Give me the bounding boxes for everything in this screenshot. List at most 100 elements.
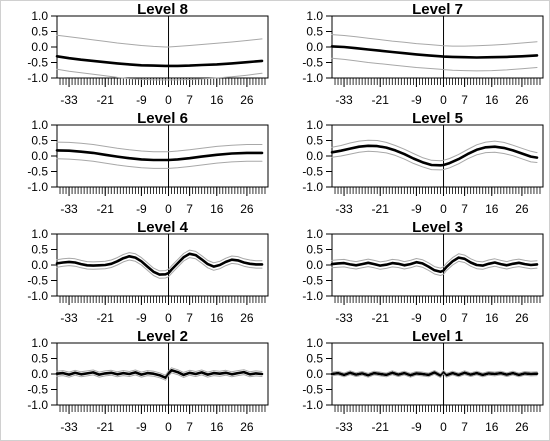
x-tick-label: 26 xyxy=(240,202,254,216)
panel-title: Level 5 xyxy=(412,110,463,127)
x-tick-label: -33 xyxy=(60,93,78,107)
y-tick-label: -0.5 xyxy=(302,165,323,179)
x-tick-label: -9 xyxy=(411,202,422,216)
y-tick-label: -1.0 xyxy=(27,180,48,194)
y-tick-label: -0.5 xyxy=(302,383,323,397)
x-tick-label: -33 xyxy=(60,311,78,325)
x-tick-label: 0 xyxy=(165,202,172,216)
lower-band-line xyxy=(331,373,538,378)
x-tick-label: -21 xyxy=(372,311,390,325)
y-tick-label: 1.0 xyxy=(31,227,48,241)
lower-band-line xyxy=(56,68,263,81)
y-tick-label: 0.5 xyxy=(306,134,323,148)
y-tick-label: 0.0 xyxy=(31,149,48,163)
x-tick-label: -21 xyxy=(97,311,115,325)
upper-band-line xyxy=(56,34,263,48)
y-tick-label: -1.0 xyxy=(27,289,48,303)
y-tick-label: 0.5 xyxy=(306,243,323,257)
upper-band-line xyxy=(56,367,263,376)
estimate-line xyxy=(330,144,539,167)
x-tick-label: -33 xyxy=(335,202,353,216)
y-tick-label: 0.5 xyxy=(31,134,48,148)
x-tick-label: 16 xyxy=(210,420,224,434)
y-tick-label: 0.0 xyxy=(306,149,323,163)
panel-title: Level 1 xyxy=(412,328,463,345)
chart-panel-7: Level 2 -1.0-0.5 0.00.5 1.0 -33 -21 -9 0 7 16 26 xyxy=(27,328,269,434)
y-tick-label: -0.5 xyxy=(302,274,323,288)
lower-band-line xyxy=(331,260,538,276)
x-tick-label: 0 xyxy=(440,93,447,107)
x-tick-label: 26 xyxy=(240,420,254,434)
chart-panel-6: Level 3 -1.0-0.5 0.00.5 1.0 -33 -21 -9 0 7 16 26 xyxy=(302,219,544,325)
x-tick-label: 26 xyxy=(515,93,529,107)
y-tick-label: -1.0 xyxy=(27,398,48,412)
y-tick-label: -1.0 xyxy=(302,180,323,194)
upper-band-line xyxy=(331,34,538,47)
upper-band-line xyxy=(56,249,263,272)
x-tick-label: 7 xyxy=(461,311,468,325)
lower-band-line xyxy=(331,150,538,171)
y-tick-label: -0.5 xyxy=(27,56,48,70)
x-tick-label: 26 xyxy=(515,420,529,434)
x-tick-label: -33 xyxy=(335,311,353,325)
lower-band-line xyxy=(56,158,263,169)
estimate-line xyxy=(55,149,264,162)
plot-area-border xyxy=(331,124,544,188)
x-tick-label: 26 xyxy=(515,311,529,325)
x-tick-label: 7 xyxy=(186,311,193,325)
x-tick-label: -33 xyxy=(60,420,78,434)
x-tick-label: 0 xyxy=(165,420,172,434)
y-tick-label: -0.5 xyxy=(27,165,48,179)
x-tick-label: 7 xyxy=(186,420,193,434)
panel-title: Level 3 xyxy=(412,219,463,236)
x-tick-label: -9 xyxy=(411,420,422,434)
chart-panel-8: Level 1 -1.0-0.5 0.00.5 1.0 -33 -21 -9 0 7 16 26 xyxy=(302,328,544,434)
y-tick-label: 1.0 xyxy=(306,9,323,23)
x-tick-label: 0 xyxy=(440,311,447,325)
chart-panel-3: Level 6 -1.0-0.5 0.00.5 1.0 -33 -21 -9 0 7 16 26 xyxy=(27,110,269,216)
estimate-line xyxy=(330,370,539,377)
y-tick-label: -1.0 xyxy=(302,289,323,303)
chart-panel-2: Level 7 -1.0-0.5 0.00.5 1.0 -33 -21 -9 0 7 16 26 xyxy=(302,1,544,107)
x-tick-label: 0 xyxy=(440,202,447,216)
estimate-line xyxy=(55,368,264,380)
estimate-line xyxy=(55,54,264,68)
x-tick-label: 7 xyxy=(186,202,193,216)
x-tick-label: 7 xyxy=(461,93,468,107)
estimate-line xyxy=(55,252,264,276)
y-tick-label: 0.5 xyxy=(306,25,323,39)
chart-panel-1: Level 8 -1.0-0.5 0.00.5 1.0 -33 -21 -9 0 7 16 26 xyxy=(27,1,269,107)
x-tick-label: 0 xyxy=(440,420,447,434)
y-tick-label: -0.5 xyxy=(27,274,48,288)
upper-band-line xyxy=(331,253,538,269)
y-tick-label: -0.5 xyxy=(27,383,48,397)
panel-title: Level 7 xyxy=(412,1,463,18)
x-tick-label: 16 xyxy=(210,93,224,107)
y-tick-label: 0.0 xyxy=(306,40,323,54)
x-tick-label: -9 xyxy=(411,93,422,107)
y-tick-label: 0.0 xyxy=(31,40,48,54)
y-tick-label: -1.0 xyxy=(302,71,323,85)
y-tick-label: 0.0 xyxy=(31,258,48,272)
x-tick-label: -33 xyxy=(335,93,353,107)
x-tick-label: -21 xyxy=(372,202,390,216)
y-tick-label: 1.0 xyxy=(31,336,48,350)
y-tick-label: 0.0 xyxy=(306,258,323,272)
y-tick-label: -1.0 xyxy=(27,71,48,85)
y-tick-label: -1.0 xyxy=(302,398,323,412)
upper-band-line xyxy=(331,139,538,162)
y-tick-label: 0.5 xyxy=(31,352,48,366)
estimate-line xyxy=(330,256,539,274)
y-tick-label: 1.0 xyxy=(306,336,323,350)
x-tick-label: 16 xyxy=(210,202,224,216)
x-tick-label: -33 xyxy=(60,202,78,216)
x-tick-label: 26 xyxy=(240,311,254,325)
x-tick-label: -21 xyxy=(372,93,390,107)
y-tick-label: 0.0 xyxy=(31,367,48,381)
lower-band-line xyxy=(331,57,538,72)
panel-title: Level 4 xyxy=(137,219,189,236)
lower-band-line xyxy=(56,257,263,279)
panel-title: Level 2 xyxy=(137,328,188,345)
x-tick-label: 7 xyxy=(461,202,468,216)
